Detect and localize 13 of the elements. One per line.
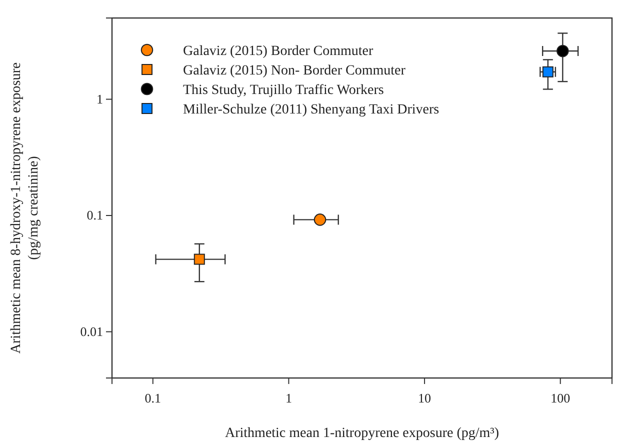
- y-axis-title: Arithmetic mean 8-hydroxy-1-nitropyrene exposure (pg/mg creatinine): [9, 62, 42, 354]
- x-tick-label: 1: [285, 390, 292, 406]
- x-axis-title: Arithmetic mean 1-nitropyrene exposure (pg/m³): [225, 426, 500, 441]
- legend-label: Galaviz (2015) Non- Border Commuter: [183, 64, 406, 78]
- legend-label: This Study, Trujillo Traffic Workers: [183, 83, 384, 98]
- y-tick-label: 0.1: [86, 208, 103, 223]
- legend-label: Galaviz (2015) Border Commuter: [183, 44, 374, 59]
- x-tick-label: 0.1: [144, 390, 162, 406]
- y-tick-label: 1: [96, 91, 103, 106]
- y-tick-label: 0.01: [80, 324, 103, 339]
- x-tick-label: 100: [550, 390, 570, 406]
- legend-label: Miller-Schulze (2011) Shenyang Taxi Drivers: [183, 102, 440, 118]
- x-tick-label: 10: [418, 390, 432, 406]
